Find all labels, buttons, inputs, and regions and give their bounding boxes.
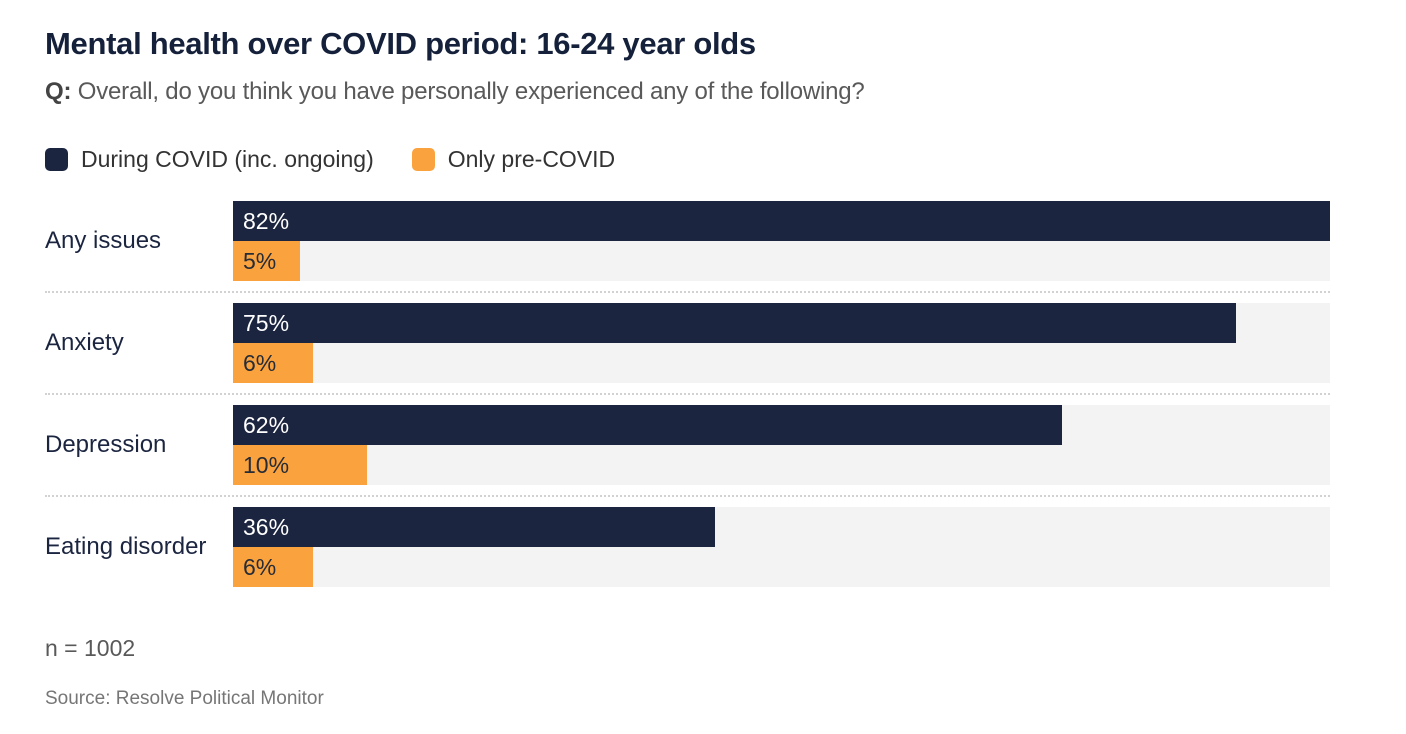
legend-item-pre-covid: Only pre-COVID — [411, 146, 616, 173]
bar-pre-covid: 10% — [233, 445, 367, 485]
bar-value-label: 75% — [243, 309, 290, 336]
category-label: Anxiety — [45, 329, 124, 356]
legend-swatch-during-covid — [45, 148, 68, 171]
sample-size-note: n = 1002 — [45, 635, 136, 661]
bar-pre-covid: 6% — [233, 547, 314, 587]
category-row: Eating disorder 36% 6% — [45, 507, 1330, 587]
bar-during-covid: 75% — [233, 303, 1237, 343]
legend: During COVID (inc. ongoing) Only pre-COV… — [45, 146, 1330, 173]
bar-pre-covid: 6% — [233, 343, 314, 383]
category-row: Any issues 82% 5% — [45, 201, 1330, 281]
bar-during-covid: 62% — [233, 405, 1063, 445]
legend-label-during-covid: During COVID (inc. ongoing) — [81, 146, 374, 172]
page-title: Mental health over COVID period: 16-24 y… — [45, 26, 756, 61]
chart-page: Mental health over COVID period: 16-24 y… — [45, 26, 1330, 709]
bar-pre-covid: 5% — [233, 241, 300, 281]
question-prefix: Q: — [45, 78, 72, 105]
category-label: Depression — [45, 431, 167, 458]
bar-during-covid: 36% — [233, 507, 715, 547]
bar-track: 82% 5% — [233, 201, 1330, 281]
question-text: Overall, do you think you have personall… — [77, 78, 865, 105]
bar-value-label: 5% — [243, 247, 277, 274]
bar-track: 62% 10% — [233, 405, 1330, 485]
row-separator — [45, 291, 1330, 293]
bar-value-label: 6% — [243, 349, 277, 376]
category-label: Eating disorder — [45, 533, 207, 560]
legend-swatch-pre-covid — [411, 148, 435, 171]
legend-item-during-covid: During COVID (inc. ongoing) — [45, 146, 374, 173]
category-row: Anxiety 75% 6% — [45, 303, 1330, 383]
legend-label-pre-covid: Only pre-COVID — [447, 146, 616, 172]
bar-value-label: 62% — [243, 411, 290, 438]
bar-value-label: 10% — [243, 451, 290, 478]
question-subtitle: Q: Overall, do you think you have person… — [45, 78, 1330, 106]
category-label: Any issues — [45, 227, 162, 254]
bar-during-covid: 82% — [233, 201, 1330, 241]
bar-value-label: 82% — [243, 207, 290, 234]
category-row: Depression 62% 10% — [45, 405, 1330, 485]
chart-rows: Any issues 82% 5% Anxiety 75% 6% Depression 62%… — [45, 201, 1330, 587]
bar-value-label: 6% — [243, 553, 277, 580]
row-separator — [45, 495, 1330, 497]
bar-track: 36% 6% — [233, 507, 1330, 587]
source-note: Source: Resolve Political Monitor — [45, 688, 324, 709]
bar-track: 75% 6% — [233, 303, 1330, 383]
bar-value-label: 36% — [243, 513, 290, 540]
row-separator — [45, 393, 1330, 395]
